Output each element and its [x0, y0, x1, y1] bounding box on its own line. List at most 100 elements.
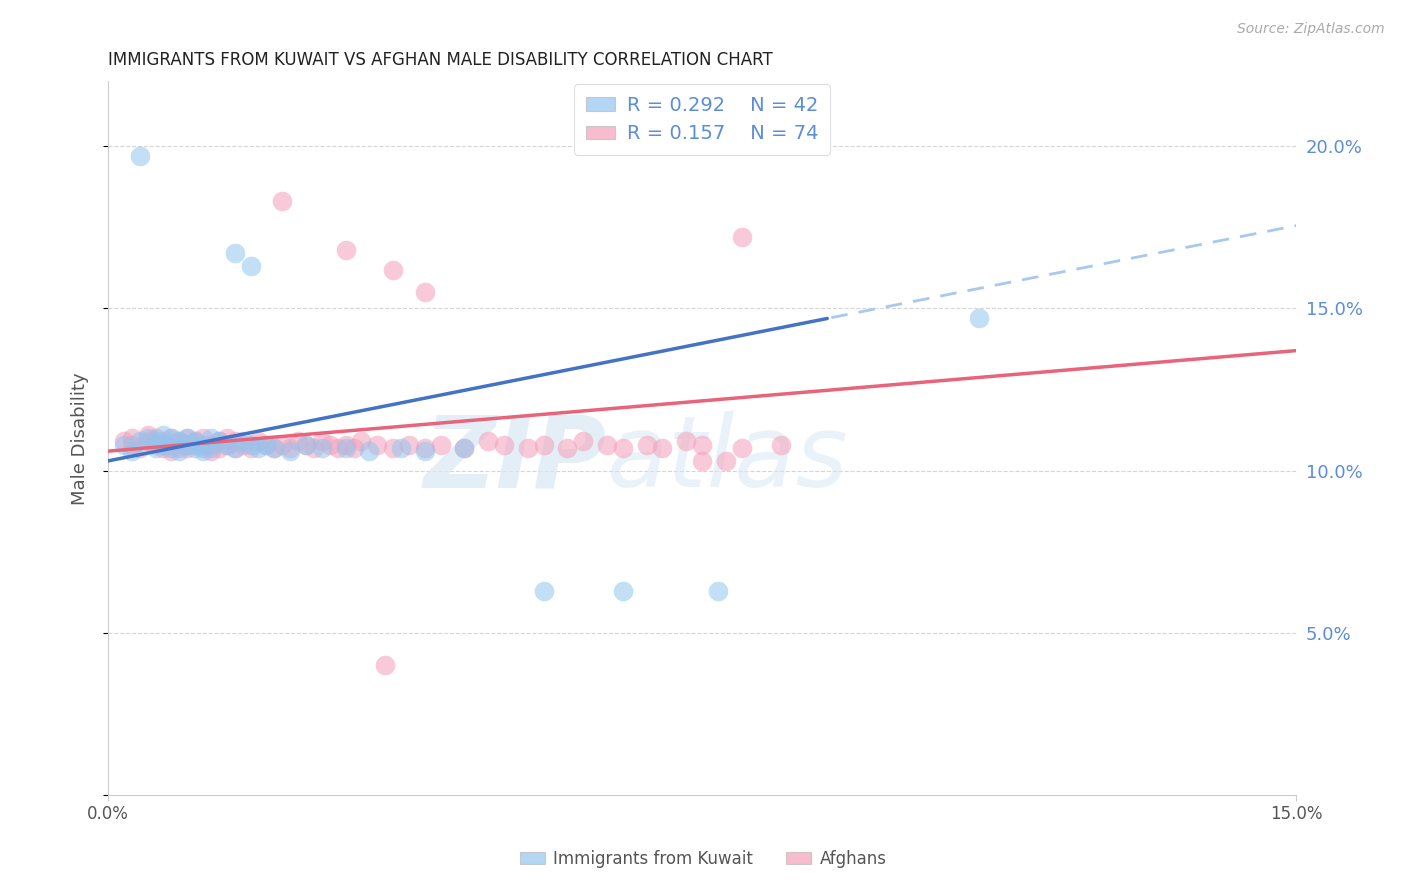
Point [176, 431, 198, 445]
Point [160, 431, 183, 445]
Point [176, 438, 198, 452]
Point [278, 441, 301, 455]
Point [398, 438, 420, 452]
Point [366, 438, 388, 452]
Point [169, 434, 191, 449]
Point [200, 444, 222, 458]
Point [191, 444, 214, 458]
Point [263, 441, 285, 455]
Text: ZIP: ZIP [425, 411, 607, 508]
Point [232, 434, 254, 449]
Point [152, 434, 174, 449]
Point [184, 438, 207, 452]
Point [169, 434, 191, 449]
Point [200, 441, 222, 455]
Point [359, 444, 381, 458]
Point [389, 441, 412, 455]
Point [169, 444, 191, 458]
Point [215, 438, 238, 452]
Point [714, 454, 737, 468]
Point [232, 438, 254, 452]
Point [191, 431, 214, 445]
Point [557, 441, 579, 455]
Point [160, 431, 183, 445]
Legend: Immigrants from Kuwait, Afghans: Immigrants from Kuwait, Afghans [513, 844, 893, 875]
Point [254, 438, 277, 452]
Point [342, 441, 364, 455]
Point [612, 441, 634, 455]
Point [136, 431, 159, 445]
Point [169, 441, 191, 455]
Point [477, 434, 499, 449]
Point [287, 434, 309, 449]
Point [247, 434, 270, 449]
Point [176, 441, 198, 455]
Point [326, 441, 349, 455]
Point [224, 434, 246, 449]
Text: IMMIGRANTS FROM KUWAIT VS AFGHAN MALE DISABILITY CORRELATION CHART: IMMIGRANTS FROM KUWAIT VS AFGHAN MALE DI… [108, 51, 773, 69]
Point [191, 441, 214, 455]
Point [382, 441, 405, 455]
Point [152, 438, 174, 452]
Point [239, 441, 262, 455]
Point [770, 438, 793, 452]
Point [200, 431, 222, 445]
Point [413, 441, 436, 455]
Point [335, 441, 357, 455]
Point [492, 438, 515, 452]
Point [176, 438, 198, 452]
Point [239, 260, 262, 274]
Point [690, 454, 713, 468]
Point [208, 434, 231, 449]
Point [335, 243, 357, 257]
Point [224, 246, 246, 260]
Point [263, 441, 285, 455]
Point [128, 441, 150, 455]
Point [145, 434, 167, 449]
Point [302, 441, 325, 455]
Point [636, 438, 658, 452]
Point [350, 434, 373, 449]
Point [208, 434, 231, 449]
Point [152, 428, 174, 442]
Point [184, 434, 207, 449]
Point [533, 583, 555, 598]
Text: atlas: atlas [607, 411, 849, 508]
Point [254, 438, 277, 452]
Point [184, 434, 207, 449]
Point [731, 441, 754, 455]
Point [215, 431, 238, 445]
Point [311, 434, 333, 449]
Point [191, 438, 214, 452]
Point [612, 583, 634, 598]
Point [184, 441, 207, 455]
Point [145, 441, 167, 455]
Legend: R = 0.292    N = 42, R = 0.157    N = 74: R = 0.292 N = 42, R = 0.157 N = 74 [574, 84, 830, 155]
Point [160, 441, 183, 455]
Point [516, 441, 538, 455]
Point [145, 438, 167, 452]
Point [160, 444, 183, 458]
Point [128, 434, 150, 449]
Point [969, 311, 991, 326]
Point [429, 438, 451, 452]
Point [152, 441, 174, 455]
Point [413, 444, 436, 458]
Point [200, 438, 222, 452]
Point [145, 431, 167, 445]
Point [651, 441, 673, 455]
Point [690, 438, 713, 452]
Point [121, 438, 143, 452]
Y-axis label: Male Disability: Male Disability [72, 372, 89, 505]
Point [533, 438, 555, 452]
Point [224, 441, 246, 455]
Point [112, 434, 135, 449]
Point [311, 441, 333, 455]
Point [731, 230, 754, 244]
Point [335, 438, 357, 452]
Point [208, 441, 231, 455]
Point [382, 262, 405, 277]
Point [224, 441, 246, 455]
Point [453, 441, 475, 455]
Point [239, 438, 262, 452]
